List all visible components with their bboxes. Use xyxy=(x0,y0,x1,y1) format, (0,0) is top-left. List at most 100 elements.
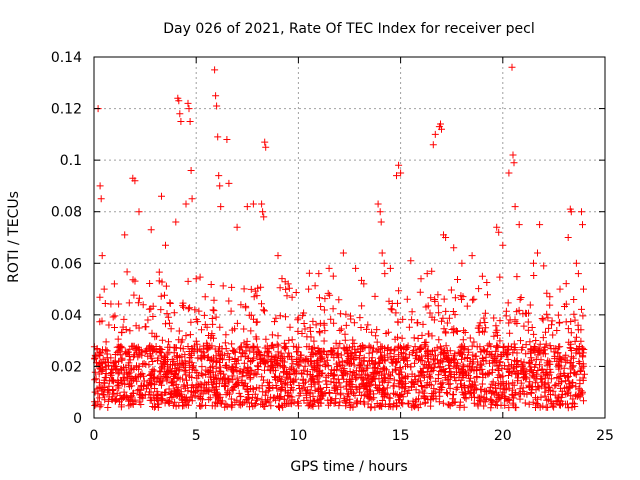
background-data-point xyxy=(562,280,570,288)
background-data-point xyxy=(352,375,360,383)
background-data-point xyxy=(221,362,229,369)
background-data-point xyxy=(174,391,182,399)
background-data-point xyxy=(290,378,298,386)
background-data-point xyxy=(295,343,303,351)
background-data-point xyxy=(567,359,575,366)
background-data-point xyxy=(343,343,351,351)
background-data-point xyxy=(500,385,508,393)
background-data-point xyxy=(568,363,576,371)
background-data-point xyxy=(333,386,341,394)
data-point xyxy=(259,208,267,216)
background-data-point xyxy=(503,346,511,354)
data-point xyxy=(243,203,251,211)
background-data-point xyxy=(311,380,319,388)
background-data-point xyxy=(312,321,320,329)
background-data-point xyxy=(271,373,278,381)
background-data-point xyxy=(198,363,206,371)
data-point xyxy=(505,169,513,177)
background-data-point xyxy=(160,360,168,368)
background-data-point xyxy=(95,350,103,358)
background-data-point xyxy=(493,342,501,350)
background-data-point xyxy=(110,390,118,398)
background-data-point xyxy=(497,353,505,361)
background-data-point xyxy=(543,359,551,367)
background-data-point xyxy=(127,366,135,374)
background-data-point xyxy=(250,315,257,323)
background-data-point xyxy=(502,307,510,315)
data-point xyxy=(386,264,394,272)
background-data-point xyxy=(118,356,126,364)
background-data-point xyxy=(91,376,99,384)
background-data-point xyxy=(212,364,220,372)
background-data-point xyxy=(422,342,430,350)
background-data-point xyxy=(494,374,502,381)
background-data-point xyxy=(149,366,157,374)
background-data-point xyxy=(135,324,143,332)
data-point xyxy=(508,63,516,71)
background-data-point xyxy=(444,390,451,398)
background-data-point xyxy=(306,401,313,409)
background-data-point xyxy=(101,379,109,387)
background-data-point xyxy=(262,359,270,367)
background-data-point xyxy=(186,331,194,339)
background-data-point xyxy=(408,308,416,316)
background-data-point xyxy=(398,399,405,407)
background-data-point xyxy=(567,318,575,325)
background-data-point xyxy=(390,353,398,361)
background-data-point xyxy=(543,396,551,404)
background-data-point xyxy=(437,350,445,358)
background-data-point xyxy=(349,369,357,376)
background-data-point xyxy=(501,401,509,409)
background-data-point xyxy=(579,388,586,396)
background-data-point xyxy=(246,403,253,411)
background-data-point xyxy=(353,374,361,382)
background-data-point xyxy=(571,369,579,377)
background-data-point xyxy=(374,368,382,376)
background-data-point xyxy=(553,374,561,381)
background-data-point xyxy=(527,345,535,353)
background-data-point xyxy=(181,396,189,404)
background-data-point xyxy=(324,401,332,409)
y-tick-label: 0.14 xyxy=(51,50,82,66)
background-data-point xyxy=(268,331,276,339)
background-data-point xyxy=(426,309,434,317)
background-data-point xyxy=(293,348,300,356)
background-data-point xyxy=(161,291,168,299)
background-data-point xyxy=(352,383,360,391)
background-data-point xyxy=(307,352,315,360)
background-data-point xyxy=(489,366,496,374)
background-data-point xyxy=(162,320,169,328)
background-data-point xyxy=(269,364,277,372)
background-data-point xyxy=(144,316,152,324)
background-data-point xyxy=(314,361,321,369)
background-data-point xyxy=(522,350,530,358)
background-data-point xyxy=(152,343,160,350)
background-data-point xyxy=(567,329,575,337)
background-data-point xyxy=(365,342,373,350)
background-data-point xyxy=(297,358,305,366)
background-data-point xyxy=(310,337,318,345)
background-data-point xyxy=(524,326,532,334)
background-data-point xyxy=(466,334,474,342)
background-data-point xyxy=(130,291,138,299)
background-data-point xyxy=(182,332,190,340)
background-data-point xyxy=(453,362,461,370)
background-data-point xyxy=(114,335,122,343)
background-data-point xyxy=(317,303,325,310)
data-point xyxy=(184,99,192,107)
background-data-point xyxy=(580,362,588,370)
background-data-point xyxy=(173,352,181,360)
background-data-point xyxy=(332,395,340,403)
background-data-point xyxy=(346,395,354,403)
background-data-point xyxy=(348,350,356,358)
background-data-point xyxy=(578,305,585,313)
background-data-point xyxy=(399,315,407,323)
background-data-point xyxy=(541,374,549,382)
background-data-point xyxy=(294,398,302,406)
background-data-point xyxy=(195,307,203,315)
background-data-point xyxy=(254,347,262,355)
background-data-point xyxy=(469,296,477,304)
y-tick-label: 0.08 xyxy=(51,205,82,221)
background-data-point xyxy=(250,343,258,351)
background-data-point xyxy=(547,345,555,353)
